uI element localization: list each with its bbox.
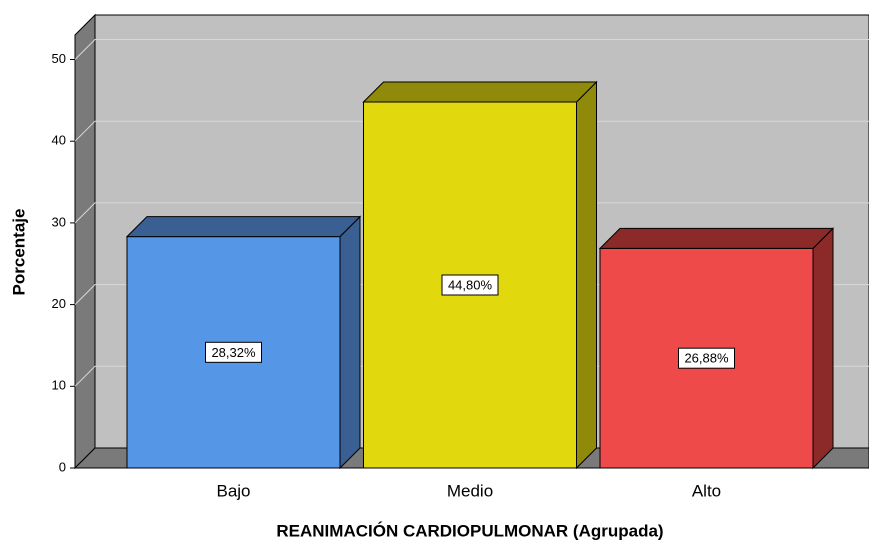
bar-side	[339, 215, 361, 470]
y-tick-label: 0	[59, 459, 66, 474]
y-tick-label: 50	[52, 51, 66, 66]
bar	[125, 215, 362, 470]
y-tick-label: 40	[52, 133, 66, 148]
bar-top	[362, 81, 598, 103]
x-tick-label: Medio	[447, 481, 493, 500]
bar	[362, 80, 598, 470]
value-label: 28,32%	[211, 345, 256, 360]
y-tick-label: 10	[52, 378, 66, 393]
y-tick-label: 20	[52, 296, 66, 311]
value-label-box	[441, 274, 499, 296]
y-tick-label: 30	[52, 214, 66, 229]
bar-side	[576, 80, 597, 470]
bar	[598, 227, 835, 470]
grid-line	[74, 39, 869, 60]
bar-top	[125, 216, 362, 238]
x-tick-label: Bajo	[216, 481, 250, 500]
value-label-box	[678, 347, 735, 369]
grid-line	[74, 202, 869, 224]
value-label: 44,80%	[448, 277, 493, 292]
grid-line	[74, 120, 869, 142]
left-wall	[74, 13, 96, 470]
y-axis-title: Porcentaje	[9, 209, 28, 296]
x-tick-label: Alto	[692, 481, 721, 500]
x-axis-title: REANIMACIÓN CARDIOPULMONAR (Agrupada)	[276, 521, 663, 540]
bar-top	[598, 227, 835, 249]
value-label: 26,88%	[684, 351, 729, 366]
value-label-box	[205, 341, 262, 363]
bar-side	[812, 227, 834, 470]
